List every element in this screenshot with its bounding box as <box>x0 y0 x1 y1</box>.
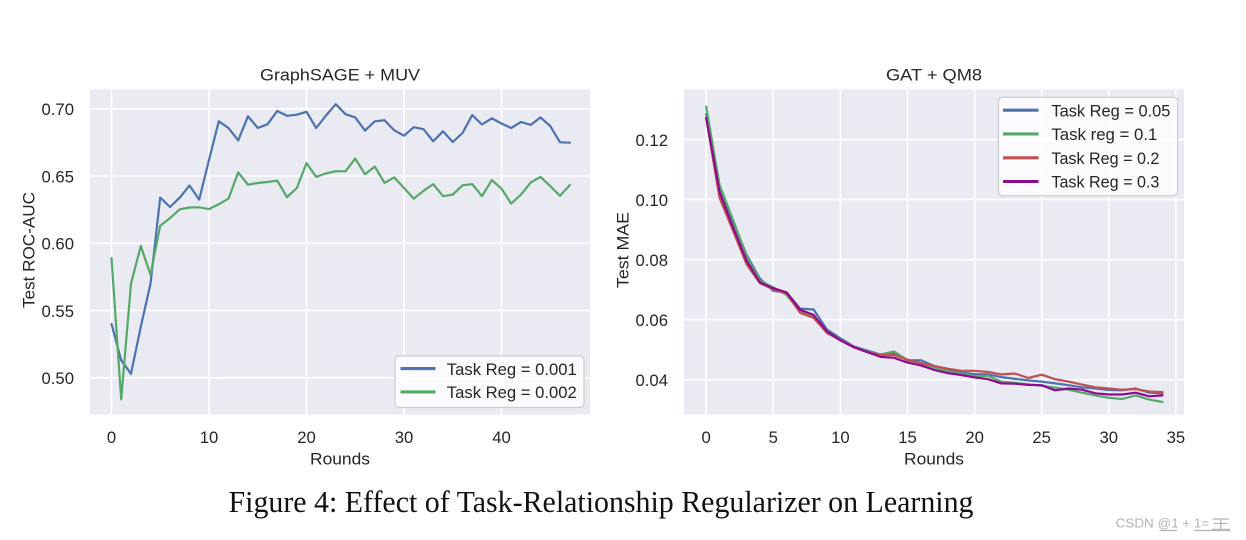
svg-text:Task Reg = 0.002: Task Reg = 0.002 <box>447 383 577 402</box>
svg-text:0.55: 0.55 <box>42 302 74 321</box>
svg-text:25: 25 <box>1032 428 1051 447</box>
svg-text:0.70: 0.70 <box>42 100 74 119</box>
svg-text:0: 0 <box>702 428 711 447</box>
svg-text:0.12: 0.12 <box>636 131 668 150</box>
svg-text:Task Reg = 0.2: Task Reg = 0.2 <box>1051 149 1159 168</box>
svg-text:0.06: 0.06 <box>636 311 668 330</box>
svg-text:Rounds: Rounds <box>904 449 964 468</box>
svg-text:10: 10 <box>200 428 219 447</box>
svg-text:0.10: 0.10 <box>636 191 668 210</box>
svg-text:GraphSAGE + MUV: GraphSAGE + MUV <box>260 65 421 84</box>
svg-text:GAT + QM8: GAT + QM8 <box>886 65 982 84</box>
svg-text:20: 20 <box>297 428 316 447</box>
svg-text:CSDN @1 + 1=: CSDN @1 + 1= <box>1116 516 1210 531</box>
svg-text:0.65: 0.65 <box>42 167 74 186</box>
svg-text:Task Reg = 0.3: Task Reg = 0.3 <box>1051 173 1159 192</box>
svg-text:0: 0 <box>107 428 116 447</box>
svg-text:0.04: 0.04 <box>636 371 668 390</box>
svg-text:30: 30 <box>1100 428 1119 447</box>
svg-text:35: 35 <box>1167 428 1186 447</box>
svg-text:10: 10 <box>831 428 850 447</box>
svg-text:Rounds: Rounds <box>310 449 370 468</box>
svg-text:Figure 4: Effect of Task-Relat: Figure 4: Effect of Task-Relationship Re… <box>229 484 974 519</box>
svg-text:20: 20 <box>965 428 984 447</box>
svg-text:30: 30 <box>395 428 414 447</box>
svg-text:0.60: 0.60 <box>42 235 74 254</box>
svg-text:0.08: 0.08 <box>636 251 668 270</box>
svg-text:0.50: 0.50 <box>42 369 74 388</box>
svg-text:40: 40 <box>492 428 511 447</box>
svg-text:Task Reg = 0.001: Task Reg = 0.001 <box>447 360 577 379</box>
svg-text:15: 15 <box>898 428 917 447</box>
svg-text:Test MAE: Test MAE <box>614 212 633 288</box>
svg-text:Task reg = 0.1: Task reg = 0.1 <box>1051 125 1157 144</box>
svg-text:5: 5 <box>769 428 778 447</box>
svg-text:Test ROC-AUC: Test ROC-AUC <box>20 192 39 308</box>
svg-text:Task Reg = 0.05: Task Reg = 0.05 <box>1051 101 1170 120</box>
